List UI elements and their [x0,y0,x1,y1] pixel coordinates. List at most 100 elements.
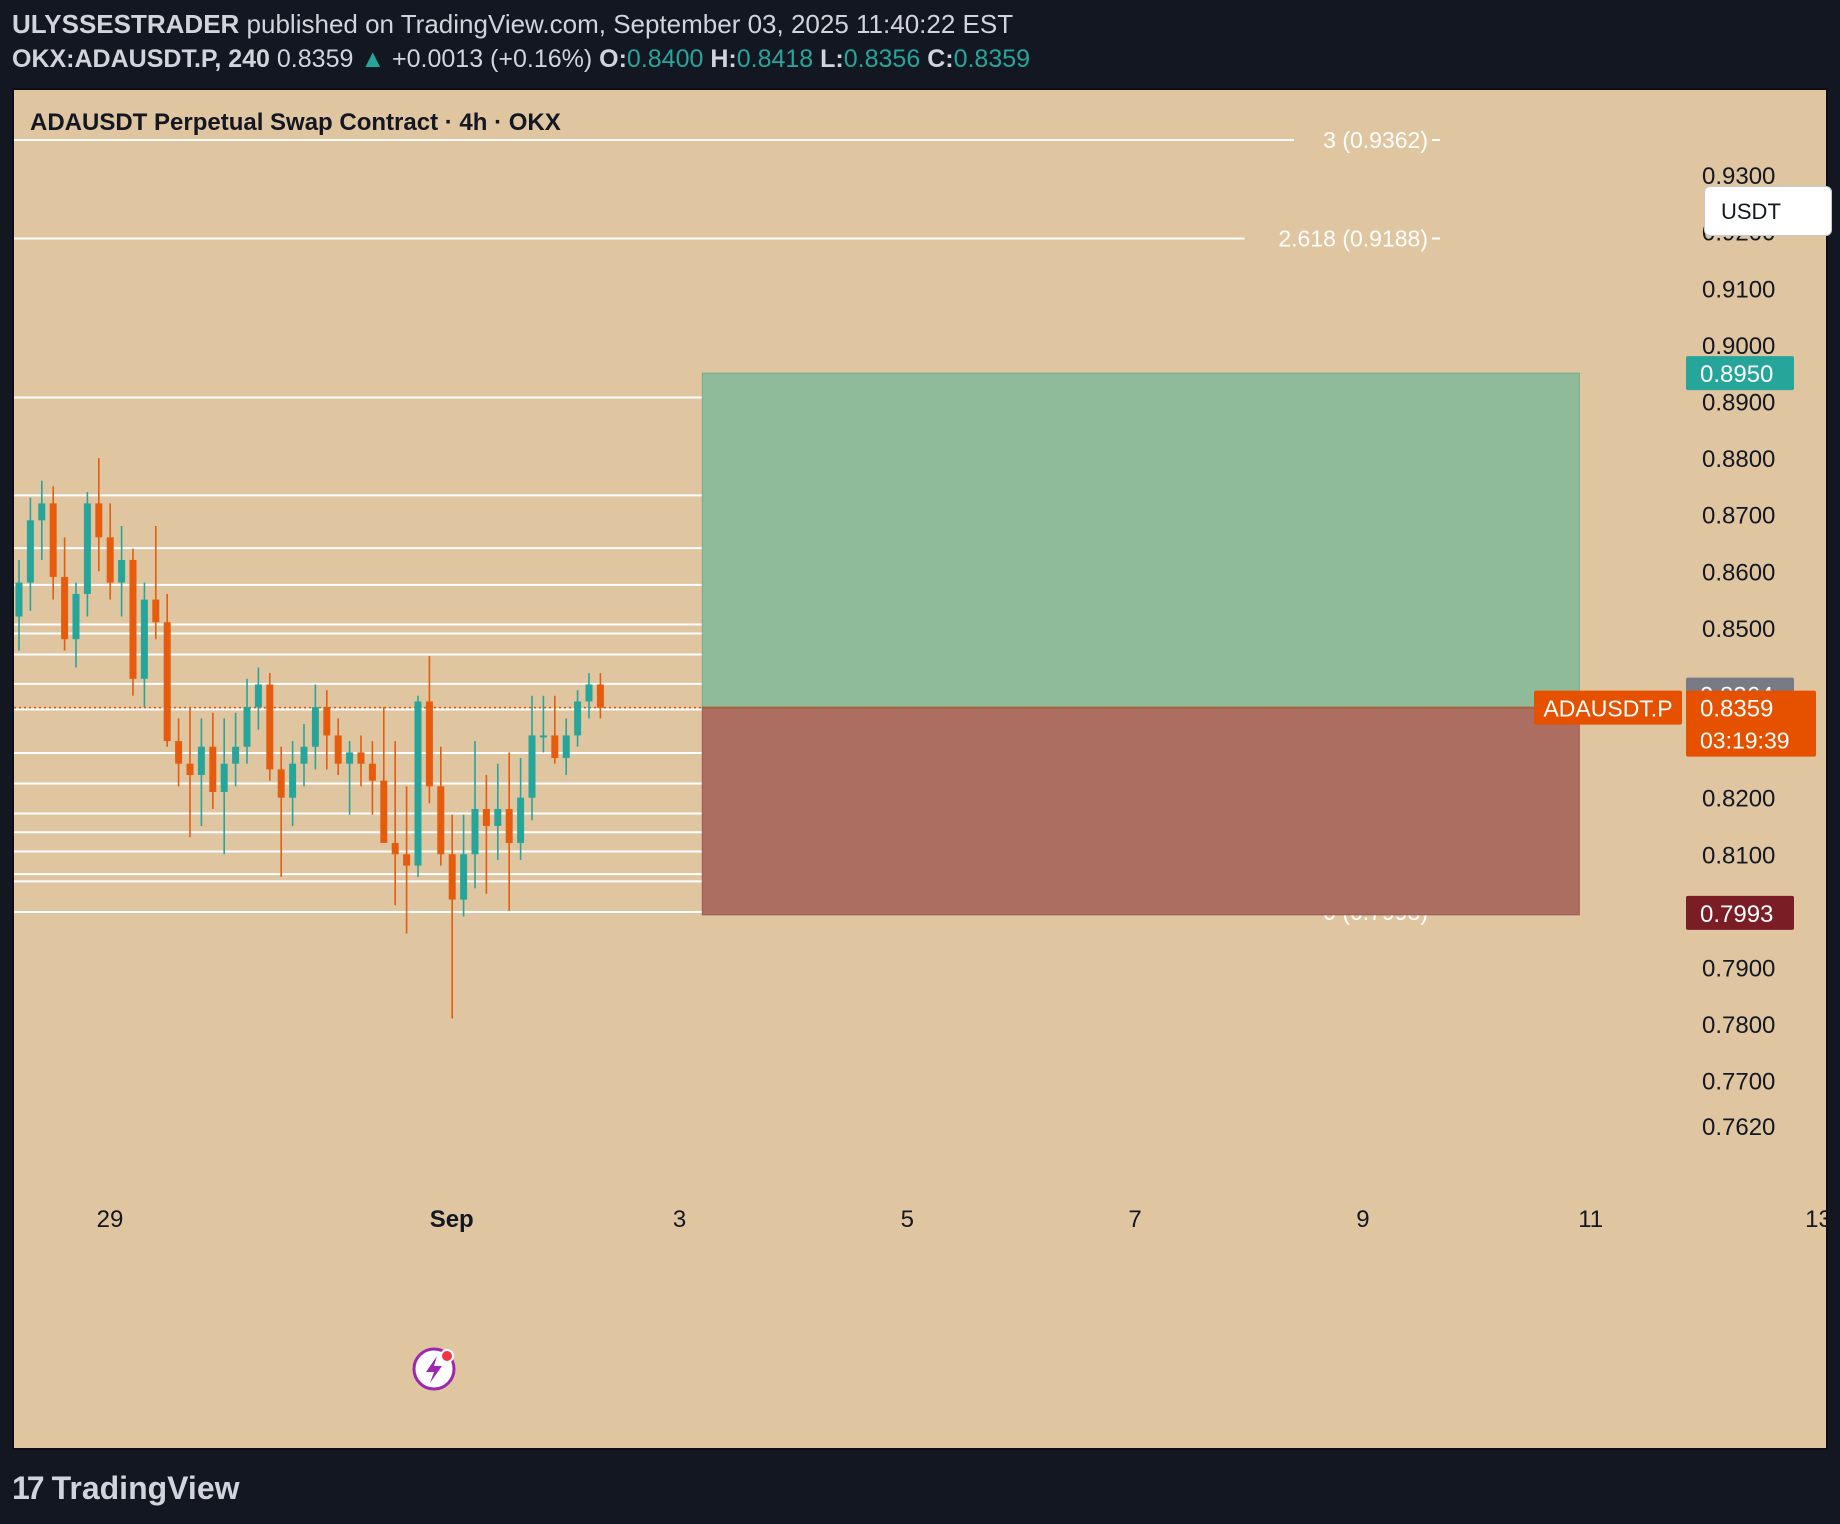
candle-body [152,599,160,623]
candle-body [323,707,331,736]
candle-body [289,763,297,798]
candle-body [334,735,342,764]
profit-zone[interactable] [701,372,1580,709]
candle-body [460,854,468,900]
lightning-icon[interactable] [412,1347,456,1391]
price-axis-tick: 0.8200 [1702,786,1775,813]
candle-body [505,808,513,843]
candle-body [277,769,285,798]
symbol-tag-bg [1534,690,1682,725]
chart-panel[interactable]: 3 (0.9362)2.618 (0.9188)2 (0.8907)1.618 … [12,88,1832,1450]
candle-body [220,763,228,793]
candlestick-series [15,458,604,1019]
price-axis-tick: 0.7900 [1702,955,1775,982]
time-axis-tick: 9 [1356,1206,1369,1233]
time-axis-tick: Sep [430,1206,474,1233]
close-label: C: [927,45,954,73]
candle-body [482,808,490,826]
candle-body [311,707,319,747]
chart-header: ULYSSESTRADER published on TradingView.c… [12,6,1030,76]
candle-body [232,746,240,764]
ohlc-line: OKX:ADAUSDT.P, 240 0.8359 ▲ +0.0013 (+0.… [12,42,1030,76]
publish-info: published on TradingView.com, September … [246,9,1014,39]
target-price-badge: 0.8950 [1700,361,1773,388]
stop-loss-zone[interactable] [701,707,1580,916]
candle-body [83,503,91,594]
fib-level-label: 3 (0.9362) [1323,127,1428,153]
fib-level-label: 2.618 (0.9188) [1278,225,1428,251]
price-axis-tick: 0.8700 [1702,503,1775,530]
candle-body [72,593,80,640]
candle-body [15,582,23,617]
candle-body [562,735,570,759]
candle-body [574,701,582,736]
candle-body [425,701,433,787]
target-price-badge-bg [1686,356,1794,391]
stop-price-badge-bg [1686,895,1794,930]
candle-body [38,503,46,521]
candle-body [118,559,126,583]
candle-body [49,503,57,577]
price-axis[interactable]: 0.93000.92000.91000.90000.89000.88000.87… [1702,163,1775,1141]
price-change: +0.0013 (+0.16%) [392,45,593,73]
symbol-tag: ADAUSDT.P [1543,696,1672,722]
candle-body [494,808,502,826]
chart-title: ADAUSDT Perpetual Swap Contract · 4h · O… [30,109,561,136]
time-axis-tick: 3 [673,1206,686,1233]
open-value: 0.8400 [626,45,704,73]
candle-body [585,684,593,702]
current-price-badge: 0.8359 [1700,696,1773,723]
candle-body [61,576,69,640]
candle-body [539,735,547,738]
time-axis-tick: 5 [901,1206,914,1233]
tradingview-logo[interactable]: 17 TradingView [12,1468,240,1508]
candle-body [175,741,183,764]
candle-body [254,684,262,708]
last-price: 0.8359 [276,45,354,73]
currency-button[interactable]: USDT [1704,186,1832,236]
price-axis-tick: 0.7800 [1702,1012,1775,1039]
high-label: H: [710,45,737,73]
candle-body [186,763,194,776]
candle-body [528,735,536,798]
publisher-line: ULYSSESTRADER published on TradingView.c… [12,6,1030,42]
candle-body [551,735,559,759]
candle-body [368,763,376,781]
price-axis-tick: 0.7620 [1702,1114,1775,1141]
time-axis[interactable]: 29Sep35791113151719212325 [97,1206,1826,1233]
bar-countdown: 03:19:39 [1700,728,1790,754]
price-badges: 0.89500.83640.79930.835903:19:39ADAUSDT.… [1534,356,1816,930]
low-value: 0.8356 [843,45,921,73]
long-position-tool[interactable] [14,372,1580,916]
close-value: 0.8359 [953,45,1031,73]
candle-body [129,559,137,679]
time-axis-tick: 11 [1578,1206,1603,1233]
price-chart[interactable]: 3 (0.9362)2.618 (0.9188)2 (0.8907)1.618 … [14,90,1826,1448]
price-axis-tick: 0.8100 [1702,842,1775,869]
author-name[interactable]: ULYSSESTRADER [12,9,240,39]
candle-body [448,854,456,900]
price-axis-tick: 0.7700 [1702,1069,1775,1096]
low-label: L: [820,45,844,73]
tradingview-mark-icon: 17 [12,1469,45,1506]
stop-price-badge: 0.7993 [1700,901,1773,928]
change-up-icon: ▲ [360,45,386,73]
candle-body [357,752,365,764]
candle-body [140,599,148,679]
candle-body [209,746,217,793]
price-axis-tick: 0.9100 [1702,276,1775,303]
price-axis-tick: 0.8800 [1702,446,1775,473]
candle-body [243,707,251,747]
candle-body [346,752,354,764]
symbol-label: OKX:ADAUSDT.P, 240 [12,45,270,73]
time-axis-tick: 13 [1805,1206,1826,1233]
candle-body [437,786,445,855]
candle-body [266,684,274,770]
candle-body [403,854,411,866]
candle-body [391,842,399,855]
price-axis-tick: 0.8900 [1702,389,1775,416]
candle-body [596,684,604,708]
open-label: O: [599,45,627,73]
time-axis-tick: 7 [1128,1206,1141,1233]
time-axis-tick: 29 [97,1206,124,1233]
